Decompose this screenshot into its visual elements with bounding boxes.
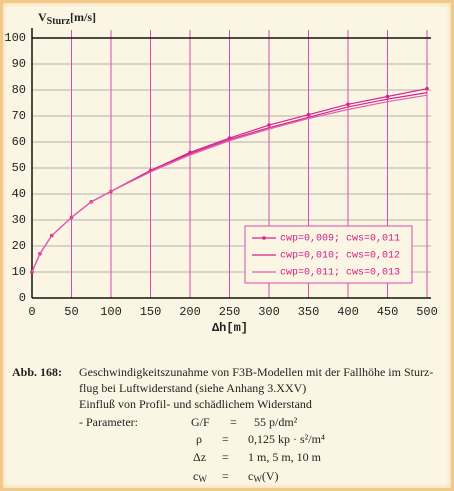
y-label-unit: [m/s] [70,10,96,24]
x-tick-label: 300 [258,305,280,319]
param-text: G/F [191,415,210,429]
x-tick-label: 150 [140,305,162,319]
cw-rhs-sub: W [253,474,262,484]
legend-marker [262,236,266,240]
legend-label: cwp=0,009; cws=0,011 [280,234,400,245]
x-tick-label: 200 [179,305,201,319]
param-text: ρ [196,432,202,446]
y-tick-label: 50 [12,161,26,175]
legend-label: cwp=0,011; cws=0,013 [280,268,400,279]
y-label: VSturz[m/s] [38,10,96,28]
x-tick-label: 50 [64,305,78,319]
x-tick-label: 350 [298,305,320,319]
param-label: - Parameter: [79,415,138,429]
caption-line: flug bei Luftwiderstand (siehe Anhang 3.… [79,381,306,395]
x-tick-label: 400 [337,305,359,319]
cw-rhs: c [248,469,253,483]
y-tick-label: 0 [19,291,26,305]
x-tick-label: 500 [416,305,438,319]
x-tick-label: 0 [28,305,35,319]
x-tick-label: 100 [100,305,122,319]
x-label: Δh[m] [212,321,248,335]
eq: = [222,469,229,483]
point [267,123,271,127]
y-label-sub: Sturz [47,16,71,27]
cw-rhs-rest: (V) [262,469,279,483]
point [425,86,429,91]
param-text: 0,125 kp · s²/m⁴ [248,432,325,446]
y-tick-label: 70 [12,109,26,123]
caption-line: Geschwindigkeitszunahme von F3B-Modellen… [79,365,433,379]
x-tick-label: 250 [219,305,241,319]
legend-label: cwp=0,010; cws=0,012 [280,251,400,262]
point [346,102,350,107]
param-text: = [222,432,229,446]
cw: c [193,469,198,483]
y-tick-label: 10 [12,265,26,279]
param-cw: cW = cW(V) [193,469,279,484]
point [306,112,311,117]
param-text: 55 p/dm² [254,415,298,429]
cw-sub: W [198,474,207,484]
param-text: 1 m, 5 m, 10 m [248,450,322,464]
y-tick-label: 60 [12,135,26,149]
param-text: Δz [193,450,206,464]
param-text: = [230,415,237,429]
point [385,94,390,99]
y-tick-label: 40 [12,187,26,201]
y-tick-label: 90 [12,57,26,71]
caption-line: Einfluß von Profil- und schädlichem Wide… [79,397,312,411]
y-tick-label: 30 [12,213,26,227]
y-tick-label: 80 [12,83,26,97]
param-text: = [222,450,229,464]
y-tick-label: 20 [12,239,26,253]
y-label-main: V [38,10,47,24]
series-line [31,94,428,273]
y-tick-label: 100 [4,31,26,45]
x-tick-label: 450 [377,305,399,319]
caption-label: Abb. 168: [12,365,62,379]
